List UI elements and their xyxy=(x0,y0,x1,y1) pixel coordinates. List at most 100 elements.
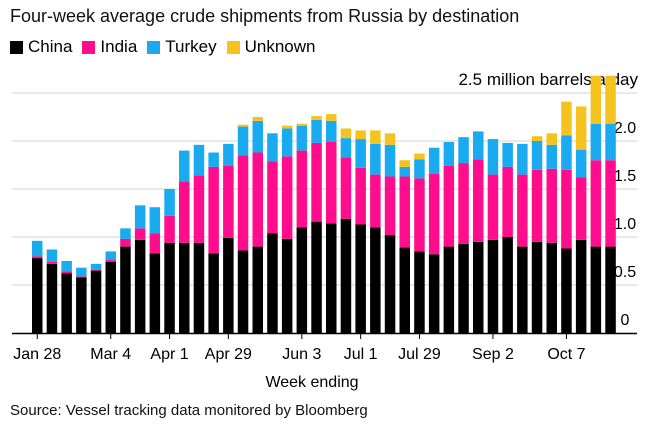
bar-segment-turkey xyxy=(32,240,43,257)
y-tick-label: 0.5 xyxy=(614,264,636,281)
bar-segment-india xyxy=(340,157,352,219)
bar-segment-india xyxy=(252,152,263,247)
bar-segment-china xyxy=(61,273,72,333)
bar-segment-china xyxy=(531,241,543,333)
bar-segment-unknown xyxy=(546,133,557,145)
bar-segment-india xyxy=(399,176,410,248)
x-tick-label: Apr 1 xyxy=(150,346,188,363)
bar-segment-unknown xyxy=(326,114,337,121)
bar-segment-china xyxy=(267,233,278,333)
bar-segment-turkey xyxy=(561,135,572,170)
x-tick-label: Jul 1 xyxy=(344,346,378,363)
y-tick-label: 1.0 xyxy=(614,216,636,233)
bar-segment-unknown xyxy=(384,133,396,145)
bar-segment-unknown xyxy=(311,116,322,120)
bar-segment-turkey xyxy=(326,120,337,142)
bar-segment-turkey xyxy=(193,144,205,176)
legend-label-unknown: Unknown xyxy=(244,37,316,56)
bar-segment-turkey xyxy=(546,144,557,169)
bar-segment-china xyxy=(134,239,146,333)
bar-segment-india xyxy=(296,150,308,228)
legend-swatch-china xyxy=(10,40,23,54)
bar-segment-turkey xyxy=(267,133,278,162)
bar-segment-china xyxy=(487,239,499,333)
bar-segment-india xyxy=(46,261,58,264)
bar-segment-turkey xyxy=(458,137,469,164)
bar-segment-turkey xyxy=(179,150,190,182)
bar-segment-unknown xyxy=(399,160,410,167)
bar-segment-china xyxy=(340,218,352,333)
x-axis-title: Week ending xyxy=(265,374,358,391)
bar-segment-china xyxy=(458,243,469,333)
bar-segment-turkey xyxy=(281,128,293,157)
bar-segment-unknown xyxy=(355,130,366,140)
bar-segment-china xyxy=(384,235,396,333)
bar-segment-turkey xyxy=(105,251,116,261)
y-tick-label: 1.5 xyxy=(614,168,636,185)
bar-segment-china xyxy=(517,246,528,333)
bar-segment-china xyxy=(164,242,175,333)
bar-segment-india xyxy=(76,276,87,278)
bar-segment-china xyxy=(561,248,572,333)
bar-segment-india xyxy=(458,163,469,244)
legend-label-china: China xyxy=(28,37,73,56)
bar-segment-india xyxy=(105,260,116,262)
bar-segment-india xyxy=(605,160,616,247)
bar-segment-turkey xyxy=(311,119,322,143)
bar-segment-turkey xyxy=(252,120,263,153)
bar-segment-unknown xyxy=(590,75,602,124)
x-tick-label: Apr 29 xyxy=(205,346,252,363)
bar-segment-unknown xyxy=(561,101,572,136)
bar-segment-turkey xyxy=(134,205,146,229)
bar-segment-china xyxy=(237,250,249,333)
bar-segment-china xyxy=(105,261,116,333)
bar-segment-china xyxy=(546,242,557,333)
bar-segment-china xyxy=(120,246,131,333)
bar-segment-india xyxy=(370,174,381,228)
bar-segment-turkey xyxy=(340,138,352,158)
bar-segment-turkey xyxy=(399,166,410,177)
bar-segment-turkey xyxy=(443,141,455,166)
stacked-bar-chart: 0 0.5 1.0 1.5 2.0 Jan 28 Mar 4 Apr 1 Apr 29 Jun 3… xyxy=(12,75,637,391)
bar-segment-india xyxy=(502,166,513,237)
bar-segment-unknown xyxy=(281,125,293,129)
bar-segment-india xyxy=(517,174,528,247)
bar-segment-india xyxy=(90,269,102,271)
y-tick-label: 2.0 xyxy=(614,120,636,137)
bar-segment-india xyxy=(546,168,557,243)
bar-segment-china xyxy=(370,227,381,333)
bar-segment-india xyxy=(487,174,499,240)
bar-segment-india xyxy=(120,238,131,247)
bar-segment-india xyxy=(326,141,337,224)
bar-segment-china xyxy=(473,241,484,333)
bar-segment-india xyxy=(473,159,484,242)
bar-segment-turkey xyxy=(428,147,440,174)
source-note: Source: Vessel tracking data monitored b… xyxy=(10,402,368,419)
bar-segment-india xyxy=(561,169,572,249)
legend-item-china: China xyxy=(10,37,72,57)
x-tick-label: Jun 3 xyxy=(282,346,321,363)
bar-segment-india xyxy=(223,165,234,238)
bar-segment-turkey xyxy=(149,207,161,234)
legend-label-india: India xyxy=(100,37,138,56)
bar-segment-india xyxy=(428,173,440,255)
bar-segment-unknown xyxy=(414,153,425,160)
bar-segment-turkey xyxy=(517,143,528,175)
bar-segment-unknown xyxy=(605,75,616,124)
bar-segment-china xyxy=(399,247,410,333)
bar-segment-turkey xyxy=(590,123,602,161)
bar-segment-turkey xyxy=(120,228,131,239)
x-tick-label: Jul 29 xyxy=(398,346,441,363)
bar-segment-china xyxy=(605,246,616,333)
bar-segment-india xyxy=(311,142,322,222)
bar-segment-india xyxy=(164,215,175,243)
bar-segment-india xyxy=(61,271,72,274)
chart-title: Four-week average crude shipments from R… xyxy=(10,6,520,26)
bar-segment-china xyxy=(326,223,337,333)
bar-segment-india xyxy=(208,166,219,254)
legend-swatch-unknown xyxy=(226,40,240,54)
bar-segment-china xyxy=(414,251,425,333)
legend-item-unknown: Unknown xyxy=(226,37,316,57)
bar-segment-unknown xyxy=(340,128,352,139)
bar-segment-turkey xyxy=(76,267,87,277)
